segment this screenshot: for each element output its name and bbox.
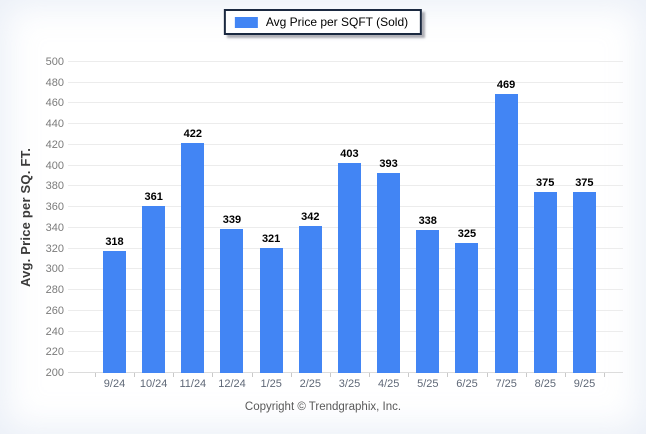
x-axis-tick xyxy=(94,373,96,377)
bar-slot: 342 xyxy=(298,62,322,373)
y-tick-label: 340 xyxy=(45,221,64,234)
x-tick-label: 9/25 xyxy=(573,378,596,390)
gridline xyxy=(68,81,623,83)
bar-series: 318 361 422 339 321 342 403 393 338 325 469 375 375 xyxy=(103,62,596,373)
gridline xyxy=(68,102,623,104)
bar-value-label: 325 xyxy=(457,228,477,241)
bar-slot: 469 xyxy=(494,62,518,373)
y-tick-label: 320 xyxy=(45,242,64,255)
bar-value-label: 393 xyxy=(379,157,398,170)
bar-slot: 318 xyxy=(103,62,126,373)
legend-label: Avg Price per SQFT (Sold) xyxy=(265,15,409,29)
bar xyxy=(533,191,557,373)
bar-value-label: 403 xyxy=(340,147,359,160)
x-axis-tick xyxy=(525,373,527,377)
bar xyxy=(337,162,361,373)
x-tick-label: 12/24 xyxy=(218,378,246,390)
bar-value-label: 321 xyxy=(261,232,281,245)
y-tick-label: 460 xyxy=(45,97,64,110)
x-axis-tick xyxy=(604,373,606,377)
x-axis-tick xyxy=(408,373,410,377)
gridline xyxy=(68,143,623,145)
bar-slot: 325 xyxy=(455,62,479,373)
bar-slot: 339 xyxy=(220,62,244,373)
bar-value-label: 339 xyxy=(222,213,242,226)
y-tick-label: 360 xyxy=(45,201,64,214)
x-tick-label: 8/25 xyxy=(534,378,557,390)
x-axis-tick xyxy=(486,373,488,377)
chart-legend: Avg Price per SQFT (Sold) xyxy=(223,9,423,35)
y-tick-label: 280 xyxy=(45,284,64,297)
plot-area: 200 220 240 260 280 300 320 340 360 380 400 420 440 4… xyxy=(46,56,623,390)
bar xyxy=(103,250,126,373)
y-tick-label: 300 xyxy=(45,263,64,276)
bar xyxy=(494,94,518,373)
x-tick-label: 6/25 xyxy=(456,378,478,390)
bar-value-label: 469 xyxy=(496,79,516,92)
y-tick-label: 200 xyxy=(45,367,64,379)
x-axis-tick xyxy=(134,373,136,377)
y-tick-label: 220 xyxy=(45,346,64,359)
y-tick-label: 260 xyxy=(45,304,64,317)
x-tick-label: 3/25 xyxy=(338,378,361,390)
bar-slot: 361 xyxy=(142,62,166,373)
bar xyxy=(220,228,244,373)
bar xyxy=(377,172,401,373)
y-tick-label: 440 xyxy=(45,118,64,131)
bar-value-label: 318 xyxy=(105,235,124,248)
y-tick-label: 240 xyxy=(45,325,64,338)
bar-value-label: 338 xyxy=(418,214,437,227)
copyright-text: Copyright © Trendgraphix, Inc. xyxy=(244,401,402,413)
bar xyxy=(572,191,596,373)
x-axis-tick xyxy=(173,373,175,377)
bar xyxy=(142,206,166,373)
bar xyxy=(181,142,205,373)
bar-slot: 403 xyxy=(337,62,361,373)
bar xyxy=(298,225,322,373)
x-axis-tick xyxy=(251,373,253,377)
y-tick-label: 500 xyxy=(45,56,64,68)
bar-value-label: 422 xyxy=(183,127,202,140)
bar-value-label: 375 xyxy=(575,176,594,189)
x-tick-label: 7/25 xyxy=(495,378,517,390)
x-axis-tick xyxy=(369,373,371,377)
x-tick-label: 11/24 xyxy=(179,378,207,390)
x-tick-label: 10/24 xyxy=(139,378,168,390)
x-axis-tick xyxy=(329,373,331,377)
bar-slot: 321 xyxy=(259,62,283,373)
bar xyxy=(416,229,440,373)
legend-swatch-icon xyxy=(234,16,258,28)
bar-value-label: 342 xyxy=(301,210,320,223)
gridline xyxy=(68,123,623,125)
bar-value-label: 361 xyxy=(144,191,163,204)
x-axis-tick xyxy=(290,373,292,377)
bar-slot: 375 xyxy=(572,62,596,373)
bar xyxy=(259,247,283,373)
y-tick-label: 400 xyxy=(45,159,64,172)
gridline xyxy=(68,61,623,62)
x-axis-tick xyxy=(447,373,449,377)
bar-slot: 375 xyxy=(533,62,557,373)
bar-value-label: 375 xyxy=(536,176,555,189)
bar xyxy=(455,243,479,373)
x-tick-label: 4/25 xyxy=(377,378,400,390)
x-axis-tick xyxy=(564,373,566,377)
y-tick-label: 380 xyxy=(45,180,64,193)
x-tick-label: 2/25 xyxy=(299,378,322,390)
bar-slot: 338 xyxy=(416,62,440,373)
bar-slot: 422 xyxy=(181,62,205,373)
y-tick-label: 420 xyxy=(45,138,64,151)
x-tick-label: 9/24 xyxy=(103,378,126,390)
x-tick-label: 5/25 xyxy=(417,378,439,390)
y-tick-label: 480 xyxy=(45,76,64,89)
x-axis-tick xyxy=(212,373,214,377)
x-tick-label: 1/25 xyxy=(260,378,282,390)
bar-slot: 393 xyxy=(377,62,401,373)
